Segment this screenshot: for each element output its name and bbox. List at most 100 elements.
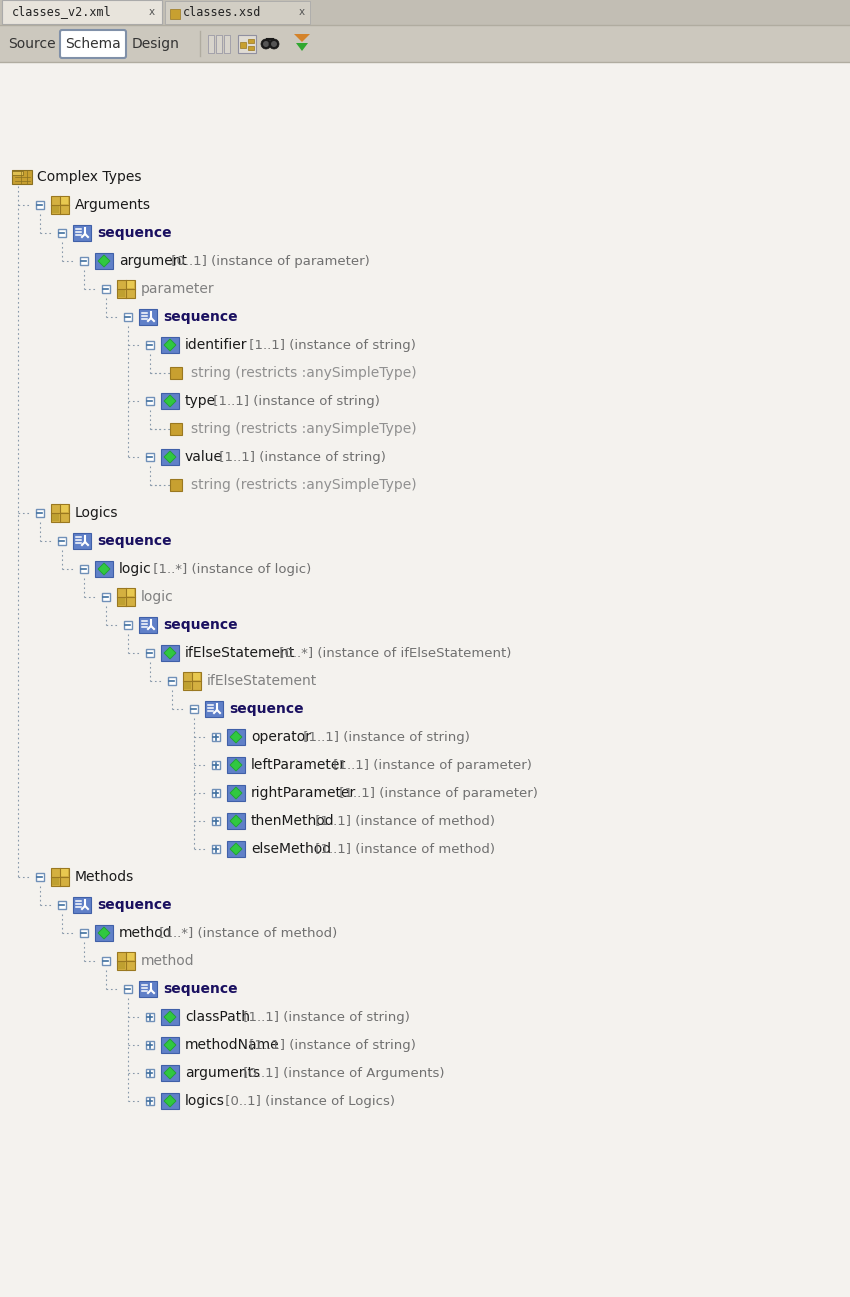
- Bar: [95, 253, 113, 268]
- Text: [1..*] (instance of logic): [1..*] (instance of logic): [149, 563, 311, 576]
- Bar: [118, 962, 125, 969]
- Bar: [212, 733, 220, 741]
- Bar: [73, 533, 91, 549]
- Text: parameter: parameter: [141, 281, 214, 296]
- Text: methodName: methodName: [185, 1038, 280, 1052]
- Bar: [212, 846, 220, 853]
- Bar: [58, 901, 66, 909]
- Bar: [52, 878, 59, 885]
- Bar: [61, 197, 68, 204]
- Bar: [95, 562, 113, 577]
- Text: x: x: [149, 6, 155, 17]
- Bar: [216, 35, 222, 53]
- Bar: [51, 868, 69, 886]
- Circle shape: [271, 42, 277, 47]
- Bar: [73, 898, 91, 913]
- Text: [1..1] (instance of method): [1..1] (instance of method): [311, 843, 495, 856]
- Bar: [139, 981, 157, 997]
- Text: [0..1] (instance of Arguments): [0..1] (instance of Arguments): [239, 1066, 445, 1079]
- Polygon shape: [230, 732, 242, 743]
- Bar: [146, 648, 154, 658]
- Bar: [36, 508, 44, 518]
- Bar: [238, 35, 256, 53]
- Text: argument: argument: [119, 254, 187, 268]
- Bar: [224, 35, 230, 53]
- Text: sequence: sequence: [163, 310, 238, 324]
- Polygon shape: [294, 34, 310, 42]
- Text: arguments: arguments: [185, 1066, 260, 1080]
- Bar: [161, 1038, 179, 1053]
- Bar: [61, 505, 68, 512]
- Text: Complex Types: Complex Types: [37, 170, 141, 184]
- Text: logics: logics: [185, 1093, 225, 1108]
- Text: string (restricts :anySimpleType): string (restricts :anySimpleType): [191, 422, 416, 436]
- Text: sequence: sequence: [163, 617, 238, 632]
- Text: operator: operator: [251, 730, 311, 744]
- Polygon shape: [164, 339, 176, 351]
- Bar: [212, 789, 220, 796]
- Text: thenMethod: thenMethod: [251, 815, 335, 827]
- Bar: [52, 206, 59, 213]
- Text: logic: logic: [119, 562, 152, 576]
- Text: value: value: [185, 450, 223, 464]
- Text: string (restricts :anySimpleType): string (restricts :anySimpleType): [191, 479, 416, 492]
- Bar: [240, 42, 246, 48]
- Bar: [161, 1065, 179, 1080]
- Bar: [80, 929, 88, 936]
- Text: rightParameter: rightParameter: [251, 786, 356, 800]
- Bar: [36, 201, 44, 209]
- Bar: [170, 479, 182, 492]
- Text: [1..1] (instance of string): [1..1] (instance of string): [245, 339, 416, 351]
- Text: leftParameter: leftParameter: [251, 757, 346, 772]
- Circle shape: [263, 42, 269, 47]
- Text: [1..1] (instance of string): [1..1] (instance of string): [215, 450, 386, 463]
- Text: [1..1] (instance of string): [1..1] (instance of string): [245, 1039, 416, 1052]
- Bar: [146, 1013, 154, 1021]
- Polygon shape: [296, 43, 308, 51]
- Polygon shape: [98, 563, 110, 575]
- Bar: [183, 672, 201, 690]
- Text: [1..1] (instance of string): [1..1] (instance of string): [299, 730, 470, 743]
- Bar: [51, 505, 69, 521]
- Bar: [124, 313, 132, 320]
- Polygon shape: [164, 1010, 176, 1023]
- Bar: [124, 621, 132, 629]
- Bar: [117, 280, 135, 298]
- Circle shape: [269, 39, 279, 49]
- Text: Source: Source: [8, 38, 55, 51]
- Text: [1..1] (instance of string): [1..1] (instance of string): [239, 1010, 410, 1023]
- Bar: [205, 700, 223, 717]
- Bar: [146, 1069, 154, 1077]
- Bar: [139, 617, 157, 633]
- Text: elseMethod: elseMethod: [251, 842, 332, 856]
- Text: type: type: [185, 394, 216, 409]
- Bar: [80, 565, 88, 573]
- Bar: [146, 341, 154, 349]
- Text: Logics: Logics: [75, 506, 118, 520]
- Bar: [102, 593, 110, 601]
- Text: method: method: [141, 955, 195, 968]
- Text: [1..1] (instance of string): [1..1] (instance of string): [209, 394, 380, 407]
- Bar: [170, 9, 180, 19]
- Bar: [227, 813, 245, 829]
- Bar: [118, 291, 125, 297]
- Text: classes.xsd: classes.xsd: [183, 5, 262, 18]
- Bar: [146, 397, 154, 405]
- Text: logic: logic: [141, 590, 173, 604]
- Bar: [146, 453, 154, 460]
- Polygon shape: [98, 927, 110, 939]
- Bar: [80, 257, 88, 265]
- Text: sequence: sequence: [97, 534, 172, 549]
- Text: [1..*] (instance of method): [1..*] (instance of method): [155, 926, 337, 939]
- Text: x: x: [299, 6, 305, 17]
- Bar: [51, 196, 69, 214]
- Bar: [248, 45, 254, 51]
- Bar: [190, 706, 198, 713]
- Polygon shape: [164, 1039, 176, 1051]
- Bar: [124, 984, 132, 994]
- Text: Methods: Methods: [75, 870, 134, 885]
- Bar: [227, 785, 245, 802]
- Text: sequence: sequence: [163, 982, 238, 996]
- Bar: [170, 367, 182, 379]
- Polygon shape: [164, 451, 176, 463]
